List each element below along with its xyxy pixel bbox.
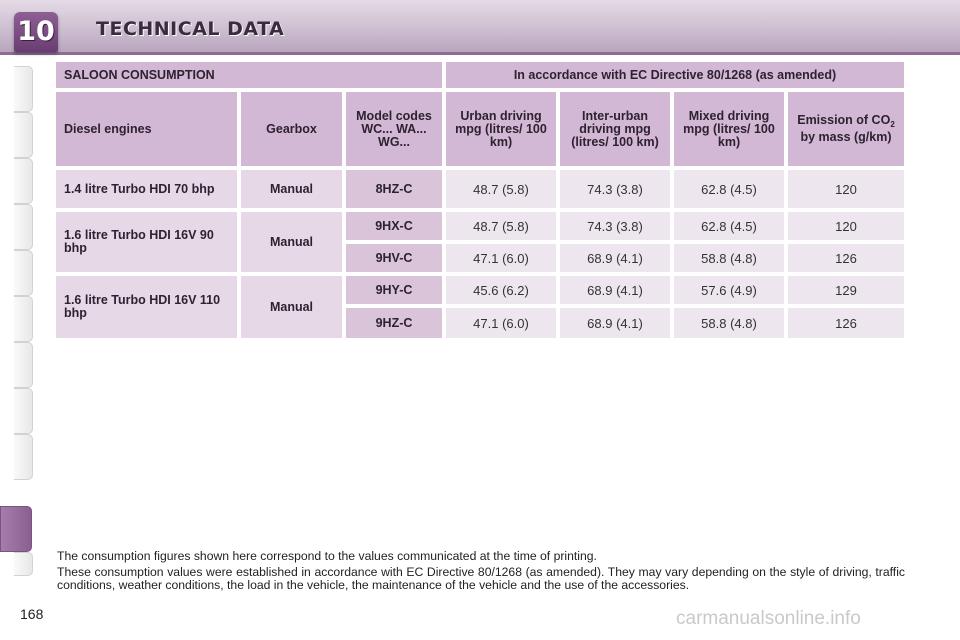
- model-code-cell: 9HZ-C: [346, 308, 442, 338]
- gearbox-cell: Manual: [241, 212, 342, 272]
- page-number: 168: [20, 606, 44, 622]
- consumption-table: SALOON CONSUMPTION In accordance with EC…: [56, 62, 904, 340]
- section-title: SALOON CONSUMPTION: [56, 62, 442, 88]
- inter-urban-value: 68.9 (4.1): [560, 276, 670, 304]
- urban-value: 47.1 (6.0): [446, 308, 556, 338]
- mixed-value: 57.6 (4.9): [674, 276, 784, 304]
- chapter-tab-5[interactable]: [14, 250, 33, 296]
- chapter-tab-3[interactable]: [14, 158, 33, 204]
- model-code-cell: 8HZ-C: [346, 170, 442, 208]
- chapter-tab-10-active[interactable]: [0, 506, 32, 552]
- col-header-gearbox: Gearbox: [241, 92, 342, 166]
- engine-cell: 1.6 litre Turbo HDI 16V 110 bhp: [56, 276, 237, 338]
- urban-value: 45.6 (6.2): [446, 276, 556, 304]
- watermark: carmanualsonline.info: [676, 608, 861, 629]
- chapter-number: 10: [17, 16, 55, 47]
- col-header-inter-urban: Inter-urban driving mpg (litres/ 100 km): [560, 92, 670, 166]
- page-title: TECHNICAL DATA: [96, 18, 285, 40]
- mixed-value: 58.8 (4.8): [674, 308, 784, 338]
- note-paragraph: These consumption values were establishe…: [57, 565, 905, 592]
- chapter-tab-9[interactable]: [14, 434, 33, 480]
- co2-value: 126: [788, 244, 904, 272]
- chapter-tab-4[interactable]: [14, 204, 33, 250]
- engine-cell: 1.4 litre Turbo HDI 70 bhp: [56, 170, 237, 208]
- co2-value: 129: [788, 276, 904, 304]
- note-paragraph: The consumption figures shown here corre…: [57, 549, 597, 563]
- model-code-cell: 9HY-C: [346, 276, 442, 304]
- chapter-tabs: [0, 66, 34, 576]
- col-header-engines: Diesel engines: [56, 92, 237, 166]
- col-header-model-codes: Model codes WC... WA... WG...: [346, 92, 442, 166]
- col-header-urban: Urban driving mpg (litres/ 100 km): [446, 92, 556, 166]
- chapter-tab-1[interactable]: [14, 66, 33, 112]
- mixed-value: 62.8 (4.5): [674, 170, 784, 208]
- page-header: 10 TECHNICAL DATA: [0, 0, 960, 55]
- col-header-mixed: Mixed driving mpg (litres/ 100 km): [674, 92, 784, 166]
- chapter-badge: 10: [14, 12, 58, 52]
- chapter-tab-6[interactable]: [14, 296, 33, 342]
- engine-cell: 1.6 litre Turbo HDI 16V 90 bhp: [56, 212, 237, 272]
- inter-urban-value: 74.3 (3.8): [560, 212, 670, 240]
- co2-value: 120: [788, 170, 904, 208]
- chapter-tab-2[interactable]: [14, 112, 33, 158]
- urban-value: 48.7 (5.8): [446, 212, 556, 240]
- mixed-value: 58.8 (4.8): [674, 244, 784, 272]
- directive-heading: In accordance with EC Directive 80/1268 …: [446, 62, 904, 88]
- gearbox-cell: Manual: [241, 276, 342, 338]
- emission-label-pre: Emission of CO: [797, 113, 891, 127]
- model-code-cell: 9HX-C: [346, 212, 442, 240]
- inter-urban-value: 68.9 (4.1): [560, 308, 670, 338]
- urban-value: 48.7 (5.8): [446, 170, 556, 208]
- inter-urban-value: 74.3 (3.8): [560, 170, 670, 208]
- urban-value: 47.1 (6.0): [446, 244, 556, 272]
- chapter-tab-11[interactable]: [14, 552, 33, 576]
- model-code-cell: 9HV-C: [346, 244, 442, 272]
- emission-label-post: by mass (g/km): [800, 130, 892, 144]
- mixed-value: 62.8 (4.5): [674, 212, 784, 240]
- co2-value: 120: [788, 212, 904, 240]
- col-header-emission: Emission of CO2 by mass (g/km): [788, 92, 904, 166]
- inter-urban-value: 68.9 (4.1): [560, 244, 670, 272]
- chapter-tab-7[interactable]: [14, 342, 33, 388]
- gearbox-cell: Manual: [241, 170, 342, 208]
- chapter-tab-8[interactable]: [14, 388, 33, 434]
- notes: The consumption figures shown here corre…: [57, 550, 905, 595]
- emission-label-sub: 2: [890, 120, 895, 129]
- co2-value: 126: [788, 308, 904, 338]
